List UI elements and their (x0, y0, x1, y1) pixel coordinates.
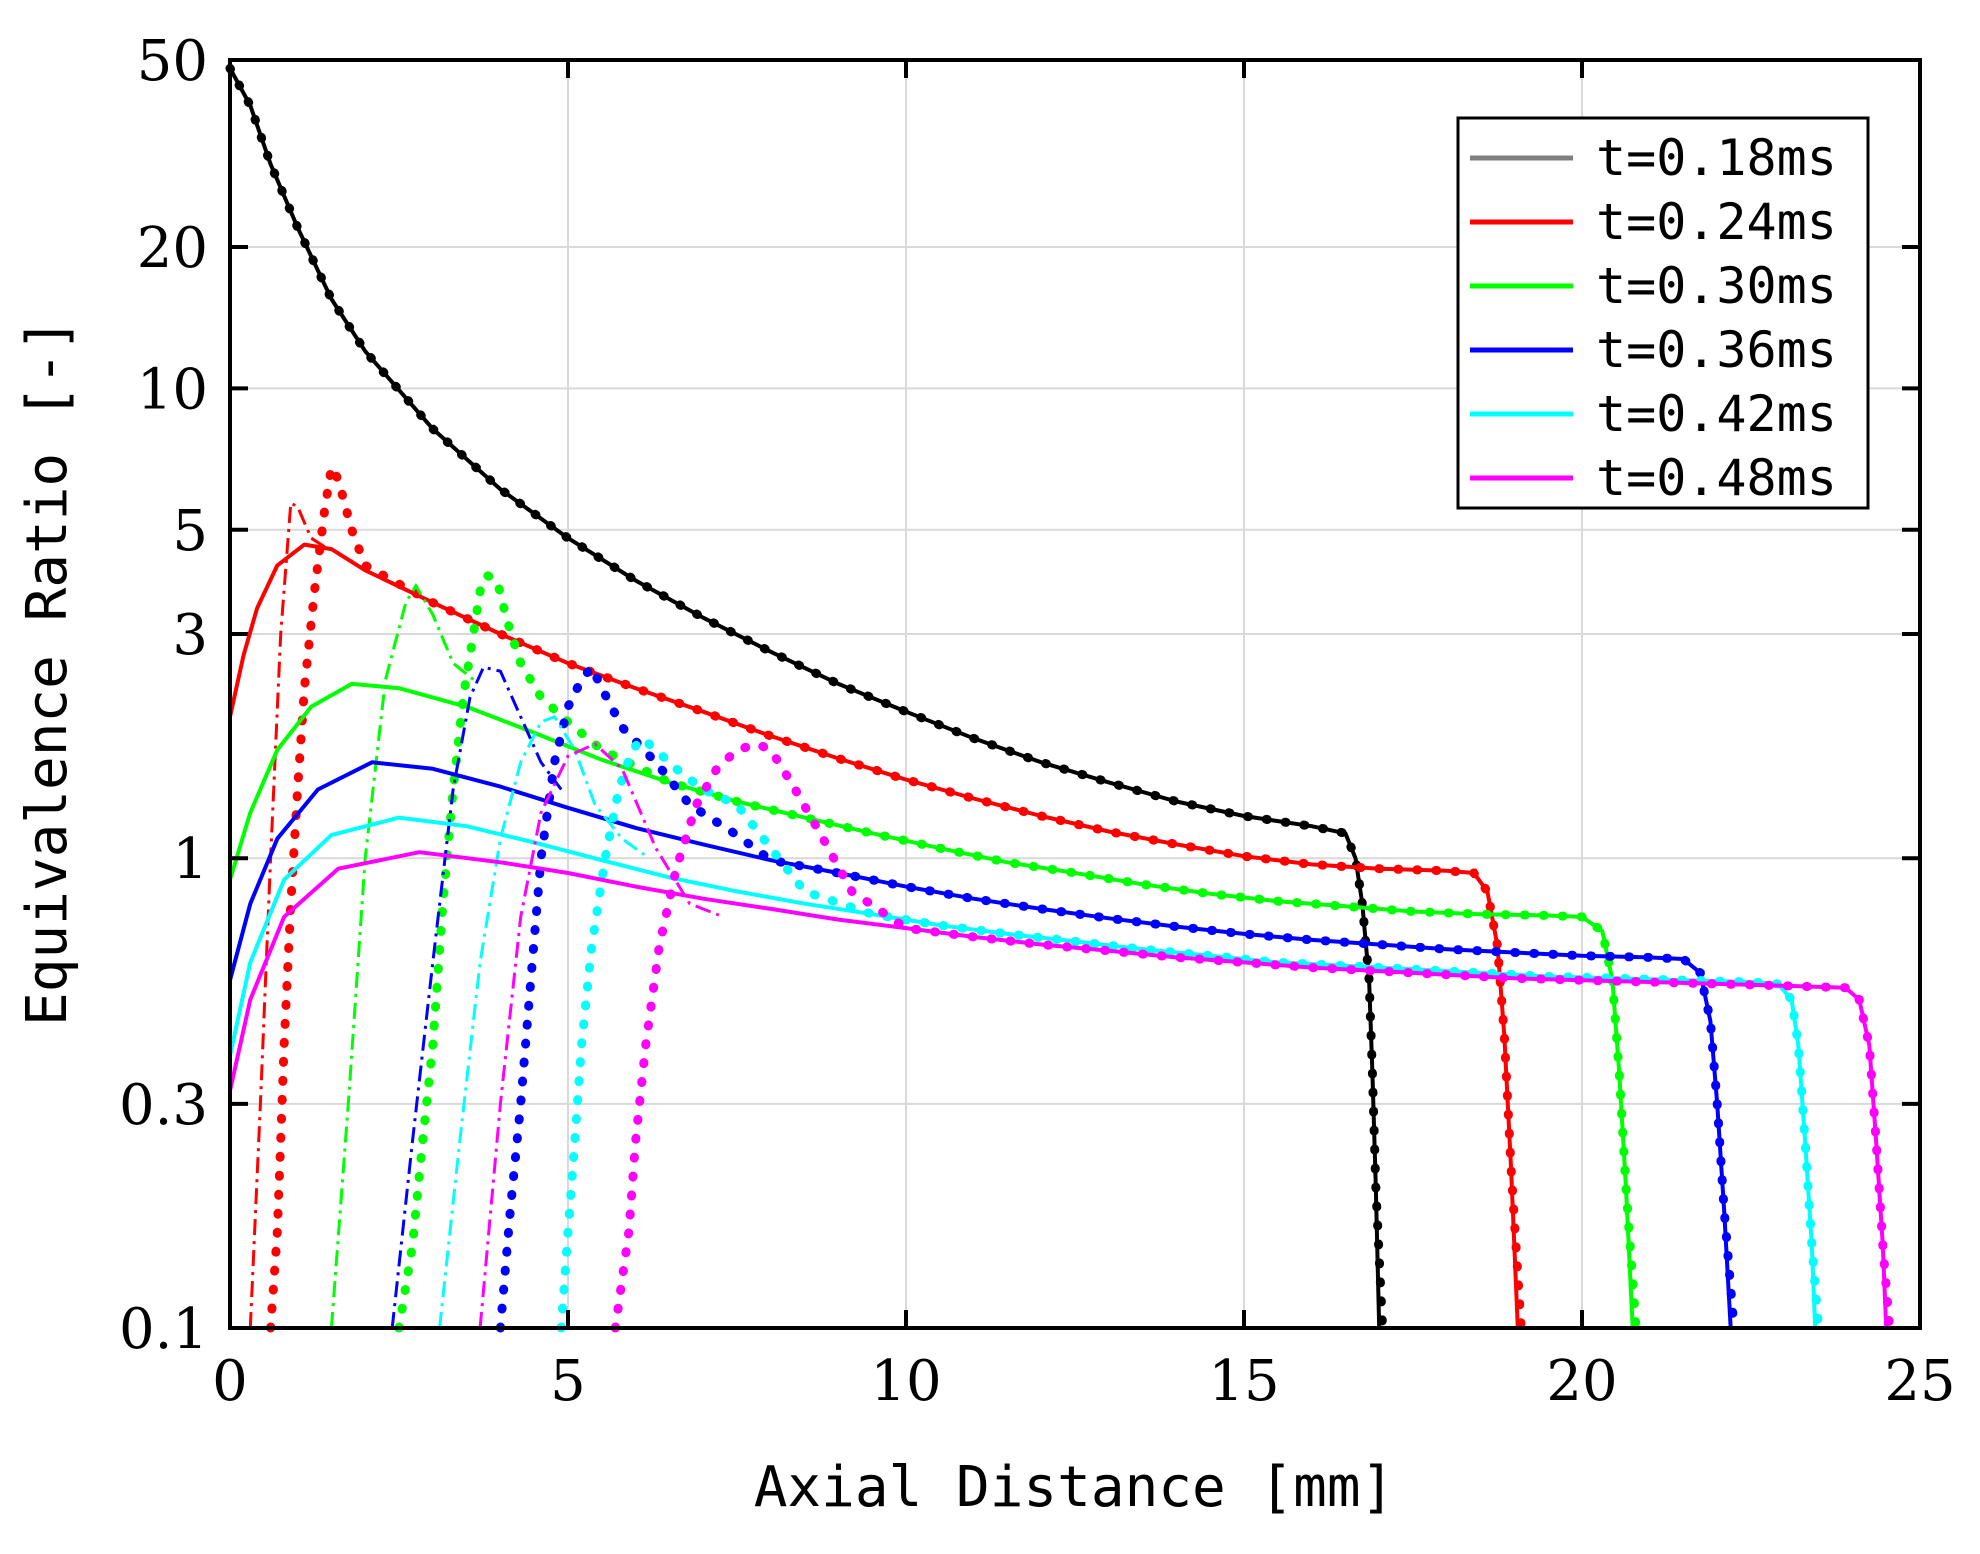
y-tick-label: 5 (172, 499, 208, 564)
legend-label: t=0.30ms (1596, 257, 1837, 315)
legend-label: t=0.18ms (1596, 129, 1837, 187)
x-tick-label: 0 (212, 1349, 248, 1414)
y-tick-label: 0.3 (119, 1073, 208, 1138)
legend: t=0.18ms t=0.24ms t=0.30ms t=0.36ms t=0.42ms… (1456, 116, 1870, 510)
legend-entry: t=0.42ms (1470, 385, 1837, 443)
legend-label: t=0.42ms (1596, 385, 1837, 443)
y-tick-label: 0.1 (119, 1297, 208, 1362)
y-tick-label: 20 (137, 216, 208, 281)
series-t=0.24ms (228, 453, 1526, 1333)
legend-label: t=0.48ms (1596, 449, 1837, 507)
legend-entry: t=0.48ms (1470, 449, 1837, 507)
series-dashdot-line (478, 742, 725, 1329)
series-solid-line (228, 67, 1382, 1329)
axes (228, 58, 1922, 1330)
series-dotted-line (556, 731, 1824, 1333)
series-t=0.48ms (228, 739, 1895, 1333)
plot-frame (228, 58, 1922, 1330)
series-dotted-line (610, 739, 1895, 1333)
x-tick-label: 20 (1546, 1349, 1617, 1414)
series-dotted-line (495, 658, 1739, 1333)
series-t=0.36ms (228, 658, 1739, 1333)
series-solid-line (228, 681, 1635, 1329)
legend-entry: t=0.18ms (1470, 129, 1837, 187)
series-solid-line (228, 850, 1889, 1329)
y-axis-title: Equivalence Ratio [-] (15, 318, 80, 1026)
tick-labels: 0 5 10 15 20 25 0.1 0.3 1 3 5 10 20 50 (119, 29, 1956, 1414)
legend-label: t=0.24ms (1596, 193, 1837, 251)
series-t=0.18ms (225, 63, 1388, 1333)
y-tick-label: 3 (172, 603, 208, 668)
y-tick-label: 1 (172, 827, 208, 892)
series-solid-line (228, 542, 1520, 1329)
x-tick-label: 10 (870, 1349, 941, 1414)
y-tick-label: 50 (137, 29, 208, 94)
series-dashdot-line (390, 665, 563, 1329)
series-dotted-line (266, 453, 1526, 1333)
legend-entry: t=0.36ms (1470, 321, 1837, 379)
series-dotted-line (225, 63, 1388, 1333)
legend-entry: t=0.30ms (1470, 257, 1837, 315)
series-t=0.30ms (228, 569, 1641, 1333)
legend-entry: t=0.24ms (1470, 193, 1837, 251)
series-lines (225, 63, 1895, 1333)
y-tick-label: 10 (137, 357, 208, 422)
series-dashdot-line (438, 714, 650, 1329)
legend-label: t=0.36ms (1596, 321, 1837, 379)
x-tick-label: 5 (550, 1349, 586, 1414)
x-tick-label: 25 (1884, 1349, 1955, 1414)
series-dashdot-line (329, 582, 475, 1329)
series-dotted-line (394, 569, 1641, 1333)
x-axis-title: Axial Distance [mm] (754, 1455, 1395, 1520)
legend-box (1456, 116, 1870, 510)
x-tick-label: 15 (1208, 1349, 1279, 1414)
